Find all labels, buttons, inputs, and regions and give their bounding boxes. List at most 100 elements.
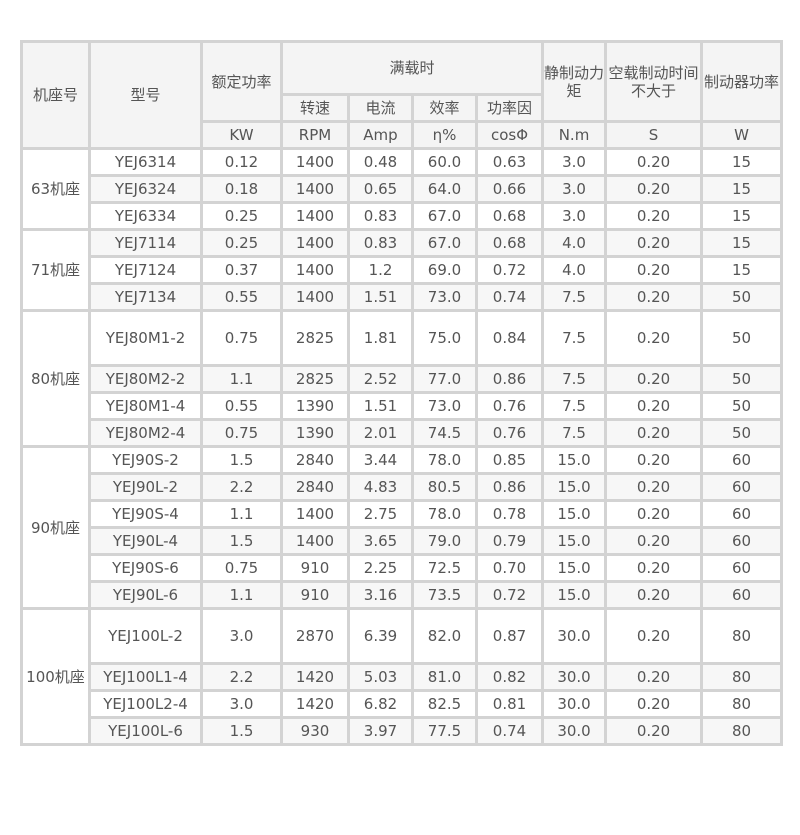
value-cell: 30.0 <box>541 607 608 665</box>
value-cell: 930 <box>280 716 350 746</box>
value-cell: 78.0 <box>411 499 478 529</box>
value-cell: 0.20 <box>604 255 704 285</box>
header-power-factor: 功率因 <box>474 93 545 123</box>
value-cell: 0.25 <box>200 201 283 231</box>
table-row: YEJ100L-6 1.5 930 3.97 77.5 0.74 30.0 0.20 80 <box>22 716 784 746</box>
table-row: 80机座 YEJ80M1-2 0.75 2825 1.81 75.0 0.84 7.5 0.20… <box>20 309 784 448</box>
value-cell: 0.20 <box>604 607 704 665</box>
header-brake-power: 制动器功率 <box>700 40 784 123</box>
value-cell: 80 <box>700 716 784 746</box>
header-current: 电流 <box>347 93 414 123</box>
value-cell: 0.20 <box>604 418 704 448</box>
value-cell: 1.5 <box>200 716 283 746</box>
model-cell: YEJ80M2-2 <box>88 364 203 394</box>
model-cell: YEJ6324 <box>88 174 203 204</box>
value-cell: 0.75 <box>200 553 283 583</box>
model-cell: YEJ6334 <box>88 201 203 231</box>
unit-cell: Amp <box>347 120 414 150</box>
value-cell: 0.20 <box>604 445 704 475</box>
table-row: YEJ90L-6 1.1 910 3.16 73.5 0.72 15.0 0.20 60 <box>22 580 784 610</box>
value-cell: 910 <box>280 580 350 610</box>
unit-cell: KW <box>200 120 283 150</box>
value-cell: 3.16 <box>347 580 414 610</box>
value-cell: 0.66 <box>474 174 545 204</box>
value-cell: 1.2 <box>347 255 414 285</box>
value-cell: 2.2 <box>200 662 283 692</box>
value-cell: 60 <box>700 553 784 583</box>
value-cell: 72.5 <box>411 553 478 583</box>
value-cell: 81.0 <box>411 662 478 692</box>
unit-cell: W <box>700 120 784 150</box>
model-cell: YEJ80M2-4 <box>88 418 203 448</box>
model-cell: YEJ90L-2 <box>88 472 203 502</box>
table-row: YEJ90S-6 0.75 910 2.25 72.5 0.70 15.0 0.20 60 <box>22 553 784 583</box>
header-brake-time: 空载制动时间不大于 <box>604 40 704 123</box>
value-cell: 0.78 <box>474 499 545 529</box>
value-cell: 50 <box>700 309 784 367</box>
value-cell: 50 <box>700 364 784 394</box>
header-full-load: 满载时 <box>279 40 545 96</box>
header-frame: 机座号 <box>20 40 91 150</box>
value-cell: 15.0 <box>541 580 608 610</box>
header-rated-power: 额定功率 <box>200 40 283 123</box>
frame-group-cell: 63机座 <box>20 147 91 231</box>
value-cell: 80 <box>700 607 784 665</box>
value-cell: 4.0 <box>541 228 608 258</box>
value-cell: 0.20 <box>604 499 704 529</box>
table-row: YEJ7134 0.55 1400 1.51 73.0 0.74 7.5 0.20 50 <box>22 282 784 312</box>
value-cell: 0.20 <box>604 309 704 367</box>
value-cell: 60.0 <box>411 147 478 177</box>
value-cell: 0.55 <box>200 391 283 421</box>
value-cell: 3.0 <box>541 201 608 231</box>
value-cell: 0.20 <box>604 689 704 719</box>
table-row: 63机座 YEJ6314 0.12 1400 0.48 60.0 0.63 3.0 0.20 15 <box>20 147 784 231</box>
value-cell: 0.81 <box>474 689 545 719</box>
value-cell: 4.0 <box>541 255 608 285</box>
value-cell: 80.5 <box>411 472 478 502</box>
header-speed: 转速 <box>280 93 350 123</box>
value-cell: 2870 <box>280 607 350 665</box>
value-cell: 0.20 <box>604 553 704 583</box>
value-cell: 1390 <box>280 418 350 448</box>
value-cell: 0.63 <box>474 147 545 177</box>
value-cell: 0.20 <box>604 580 704 610</box>
value-cell: 0.20 <box>604 391 704 421</box>
value-cell: 15.0 <box>541 472 608 502</box>
value-cell: 0.20 <box>604 716 704 746</box>
table-row: YEJ80M1-4 0.55 1390 1.51 73.0 0.76 7.5 0.20 50 <box>22 391 784 421</box>
value-cell: 1.1 <box>200 499 283 529</box>
value-cell: 74.5 <box>411 418 478 448</box>
value-cell: 0.48 <box>347 147 414 177</box>
frame-group-cell: 71机座 <box>20 228 91 312</box>
value-cell: 0.20 <box>604 472 704 502</box>
value-cell: 3.97 <box>347 716 414 746</box>
value-cell: 15 <box>700 174 784 204</box>
value-cell: 1400 <box>280 147 350 177</box>
value-cell: 0.75 <box>200 418 283 448</box>
value-cell: 7.5 <box>541 282 608 312</box>
value-cell: 3.65 <box>347 526 414 556</box>
value-cell: 2840 <box>280 445 350 475</box>
value-cell: 50 <box>700 418 784 448</box>
value-cell: 0.20 <box>604 282 704 312</box>
model-cell: YEJ80M1-4 <box>88 391 203 421</box>
value-cell: 1390 <box>280 391 350 421</box>
model-cell: YEJ6314 <box>88 147 203 177</box>
value-cell: 1420 <box>280 689 350 719</box>
table-row: YEJ90L-4 1.5 1400 3.65 79.0 0.79 15.0 0.20 60 <box>22 526 784 556</box>
value-cell: 60 <box>700 526 784 556</box>
value-cell: 910 <box>280 553 350 583</box>
value-cell: 30.0 <box>541 716 608 746</box>
value-cell: 0.83 <box>347 201 414 231</box>
value-cell: 2.25 <box>347 553 414 583</box>
value-cell: 1400 <box>280 255 350 285</box>
value-cell: 0.65 <box>347 174 414 204</box>
value-cell: 1.81 <box>347 309 414 367</box>
value-cell: 73.0 <box>411 282 478 312</box>
model-cell: YEJ90S-4 <box>88 499 203 529</box>
value-cell: 0.86 <box>474 472 545 502</box>
value-cell: 1400 <box>280 228 350 258</box>
unit-cell: η% <box>411 120 478 150</box>
model-cell: YEJ80M1-2 <box>88 309 203 367</box>
value-cell: 0.20 <box>604 364 704 394</box>
